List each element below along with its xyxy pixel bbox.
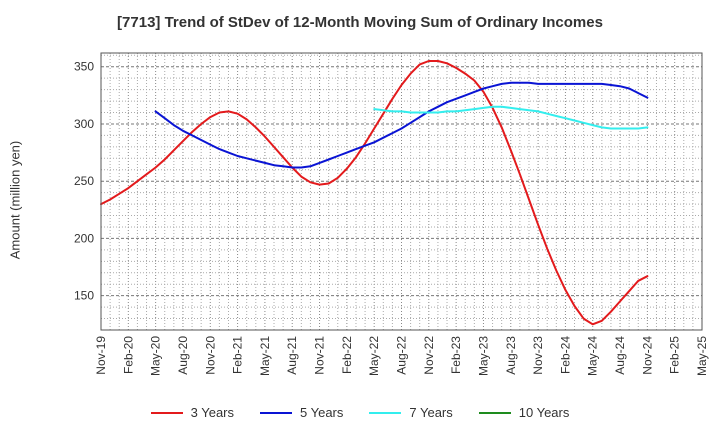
x-tick-label: Feb-22 (340, 336, 354, 374)
x-tick-label: May-21 (258, 336, 272, 376)
y-tick-label: 250 (74, 174, 94, 188)
legend: 3 Years 5 Years 7 Years 10 Years (0, 405, 720, 420)
x-tick-label: Aug-24 (613, 336, 627, 375)
x-tick-label: Feb-24 (558, 336, 572, 374)
x-tick-label: Nov-20 (203, 336, 217, 375)
legend-swatch (260, 411, 292, 414)
plot-frame (100, 52, 703, 331)
x-tick-label: Aug-21 (285, 336, 299, 375)
x-tick-label: Feb-23 (449, 336, 463, 374)
legend-swatch (478, 411, 511, 414)
x-tick-label: Nov-21 (313, 336, 327, 375)
legend-item-7-years: 7 Years (369, 405, 453, 420)
series-line-7-years (373, 105, 649, 130)
legend-item-10-years: 10 Years (478, 405, 570, 420)
series-lines (100, 60, 649, 326)
legend-label: 10 Years (518, 405, 570, 420)
y-tick-label: 200 (74, 231, 94, 245)
legend-swatch (369, 411, 402, 414)
grid (100, 53, 703, 331)
legend-label: 7 Years (409, 405, 453, 420)
legend-swatch (150, 411, 183, 414)
x-tick-label: Aug-23 (504, 336, 518, 375)
x-tick-label: May-25 (695, 336, 709, 376)
legend-label: 3 Years (190, 405, 234, 420)
legend-label: 5 Years (300, 405, 344, 420)
x-tick-label: May-20 (149, 336, 163, 376)
x-tick-label: Nov-24 (640, 336, 654, 375)
x-tick-label: May-24 (586, 336, 600, 376)
x-tick-label: Feb-25 (668, 336, 682, 374)
series-line-3-years (100, 60, 649, 326)
x-tick-label: Aug-22 (395, 336, 409, 375)
series-line-5-years (154, 81, 649, 169)
x-tick-label: Nov-19 (94, 336, 108, 375)
y-tick-label: 150 (74, 289, 94, 303)
x-tick-label: May-23 (476, 336, 490, 376)
x-tick-label: Aug-20 (176, 336, 190, 375)
y-tick-label: 300 (74, 117, 94, 131)
x-tick-label: Nov-22 (422, 336, 436, 375)
legend-item-5-years: 5 Years (260, 405, 343, 420)
legend-item-3-years: 3 Years (150, 405, 234, 420)
line-chart: 150 200 250 300 350 Nov-19 Feb-20 May-20 Aug-20 N… (74, 52, 709, 376)
x-tick-label: May-22 (367, 336, 381, 376)
chart-title: [7713] Trend of StDev of 12-Month Moving… (117, 14, 603, 31)
y-tick-label: 350 (74, 60, 94, 74)
x-tick-label: Feb-20 (121, 336, 135, 374)
x-tick-label: Nov-23 (531, 336, 545, 375)
x-tick-label: Feb-21 (231, 336, 245, 374)
axes: 150 200 250 300 350 Nov-19 Feb-20 May-20 Aug-20 N… (74, 52, 709, 376)
